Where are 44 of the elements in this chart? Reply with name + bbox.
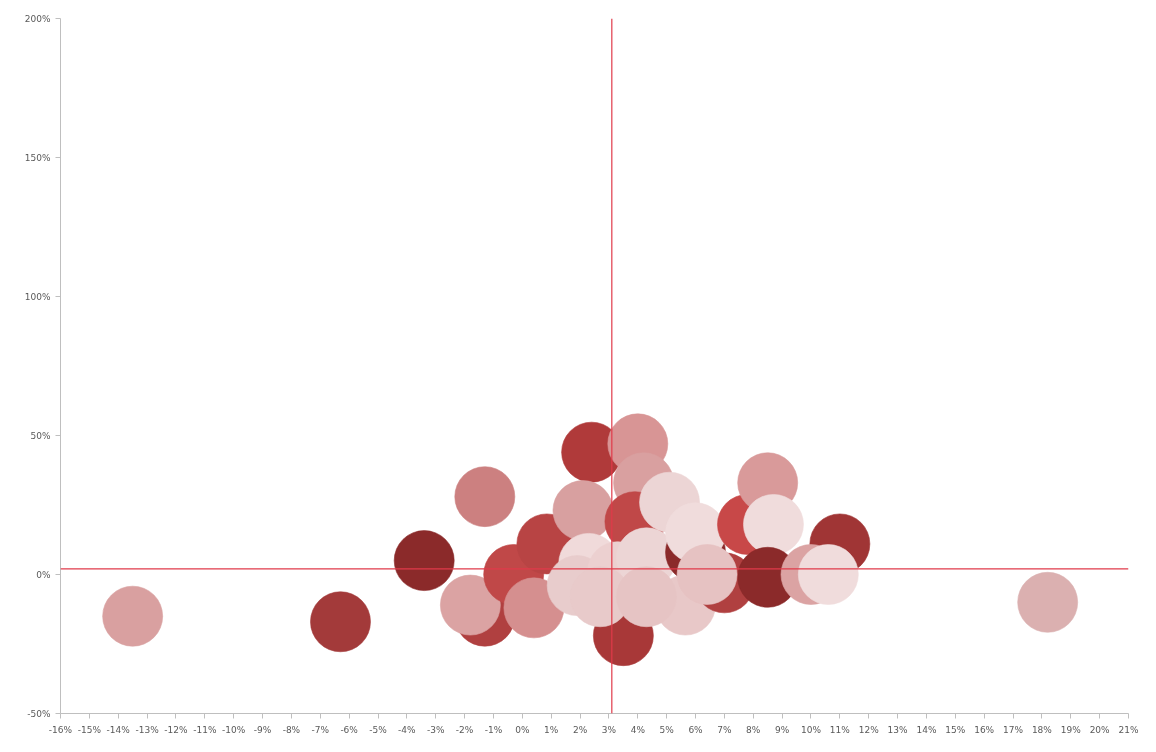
y-tick-label: 200% bbox=[24, 13, 51, 24]
y-tick-label: 50% bbox=[30, 430, 51, 441]
y-tick-label: 150% bbox=[24, 152, 51, 163]
x-tick-label: 9% bbox=[774, 724, 790, 735]
x-tick-label: -4% bbox=[398, 724, 417, 735]
x-tick-label: 8% bbox=[746, 724, 761, 735]
x-tick-label: -2% bbox=[455, 724, 474, 735]
x-tick-label: -9% bbox=[253, 724, 272, 735]
x-tick-label: -16% bbox=[48, 724, 73, 735]
x-tick-label: 6% bbox=[688, 724, 704, 735]
y-tick-label: 100% bbox=[24, 291, 51, 302]
x-tick-label: -15% bbox=[77, 724, 102, 735]
y-tick-label: 0% bbox=[36, 569, 51, 580]
x-tick-label: 13% bbox=[887, 724, 909, 735]
x-tick-label: -8% bbox=[282, 724, 301, 735]
y-tick-label: -50% bbox=[27, 708, 51, 719]
x-tick-label: -14% bbox=[106, 724, 131, 735]
x-tick-label: -7% bbox=[311, 724, 330, 735]
x-tick-label: 17% bbox=[1003, 724, 1024, 735]
x-tick-label: -1% bbox=[484, 724, 503, 735]
x-tick-label: -5% bbox=[369, 724, 388, 735]
x-tick-label: -10% bbox=[222, 724, 246, 735]
x-tick-label: 5% bbox=[659, 724, 675, 735]
x-tick-label: 0% bbox=[515, 724, 530, 735]
x-tick-label: 16% bbox=[974, 724, 995, 735]
x-tick-label: 12% bbox=[858, 724, 880, 735]
x-tick-label: -3% bbox=[426, 724, 445, 735]
x-tick-label: 10% bbox=[800, 724, 822, 735]
x-tick-label: 7% bbox=[717, 724, 732, 735]
x-tick-label: 19% bbox=[1060, 724, 1082, 735]
x-tick-label: 14% bbox=[916, 724, 937, 735]
x-tick-label: 1% bbox=[544, 724, 559, 735]
x-tick-label: 2% bbox=[572, 724, 588, 735]
x-tick-label: 3% bbox=[601, 724, 617, 735]
x-tick-label: -6% bbox=[340, 724, 359, 735]
x-tick-label: -12% bbox=[164, 724, 189, 735]
x-tick-label: 18% bbox=[1031, 724, 1053, 735]
x-tick-label: -11% bbox=[193, 724, 217, 735]
x-tick-label: 21% bbox=[1118, 724, 1139, 735]
x-tick-label: 15% bbox=[945, 724, 966, 735]
x-tick-label: 20% bbox=[1089, 724, 1111, 735]
x-tick-label: 11% bbox=[829, 724, 851, 735]
x-tick-label: 4% bbox=[630, 724, 646, 735]
x-tick-label: -13% bbox=[135, 724, 160, 735]
